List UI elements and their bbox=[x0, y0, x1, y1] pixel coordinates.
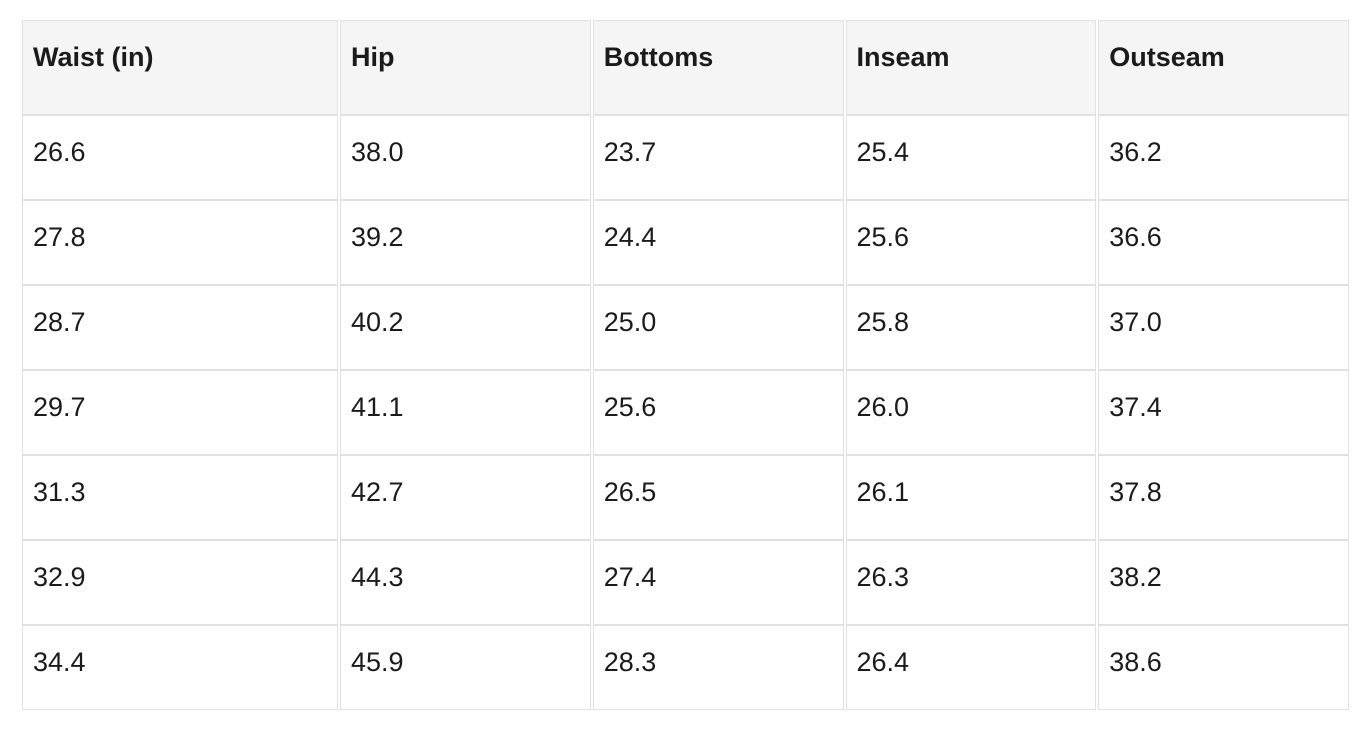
column-header-waist: Waist (in) bbox=[22, 20, 338, 115]
cell-inseam: 26.0 bbox=[845, 370, 1097, 455]
cell-bottoms: 26.5 bbox=[592, 455, 844, 540]
table-row: 34.4 45.9 28.3 26.4 38.6 bbox=[22, 625, 1349, 710]
cell-hip: 42.7 bbox=[340, 455, 591, 540]
table-row: 29.7 41.1 25.6 26.0 37.4 bbox=[22, 370, 1349, 455]
cell-hip: 39.2 bbox=[340, 200, 591, 285]
cell-hip: 38.0 bbox=[340, 115, 591, 200]
cell-outseam: 37.4 bbox=[1098, 370, 1349, 455]
column-header-hip: Hip bbox=[340, 20, 591, 115]
cell-waist-in: 26.6 bbox=[22, 115, 338, 200]
table-body: 26.6 38.0 23.7 25.4 36.2 27.8 39.2 24.4 25.6 36.6… bbox=[22, 115, 1349, 710]
column-header-inseam: Inseam bbox=[845, 20, 1097, 115]
cell-inseam: 25.4 bbox=[845, 115, 1097, 200]
column-header-outseam: Outseam bbox=[1098, 20, 1349, 115]
cell-inseam: 25.8 bbox=[845, 285, 1097, 370]
cell-bottoms: 28.3 bbox=[592, 625, 844, 710]
header-row: Waist (in) Hip Bottoms Inseam Outseam bbox=[22, 20, 1349, 115]
cell-bottoms: 25.0 bbox=[592, 285, 844, 370]
cell-inseam: 26.4 bbox=[845, 625, 1097, 710]
cell-inseam: 25.6 bbox=[845, 200, 1097, 285]
cell-bottoms: 25.6 bbox=[592, 370, 844, 455]
cell-waist-in: 29.7 bbox=[22, 370, 338, 455]
cell-inseam: 26.3 bbox=[845, 540, 1097, 625]
cell-hip: 45.9 bbox=[340, 625, 591, 710]
cell-outseam: 38.6 bbox=[1098, 625, 1349, 710]
cell-waist-in: 28.7 bbox=[22, 285, 338, 370]
table-row: 28.7 40.2 25.0 25.8 37.0 bbox=[22, 285, 1349, 370]
cell-inseam: 26.1 bbox=[845, 455, 1097, 540]
table-row: 31.3 42.7 26.5 26.1 37.8 bbox=[22, 455, 1349, 540]
size-chart-table: Waist (in) Hip Bottoms Inseam Outseam 26… bbox=[20, 20, 1351, 710]
cell-outseam: 37.0 bbox=[1098, 285, 1349, 370]
cell-waist-in: 31.3 bbox=[22, 455, 338, 540]
table-header: Waist (in) Hip Bottoms Inseam Outseam bbox=[22, 20, 1349, 115]
cell-hip: 40.2 bbox=[340, 285, 591, 370]
cell-waist-in: 32.9 bbox=[22, 540, 338, 625]
cell-bottoms: 27.4 bbox=[592, 540, 844, 625]
cell-outseam: 36.6 bbox=[1098, 200, 1349, 285]
cell-outseam: 37.8 bbox=[1098, 455, 1349, 540]
table-row: 27.8 39.2 24.4 25.6 36.6 bbox=[22, 200, 1349, 285]
cell-bottoms: 24.4 bbox=[592, 200, 844, 285]
cell-hip: 44.3 bbox=[340, 540, 591, 625]
cell-outseam: 38.2 bbox=[1098, 540, 1349, 625]
column-header-bottoms: Bottoms bbox=[592, 20, 844, 115]
table-row: 26.6 38.0 23.7 25.4 36.2 bbox=[22, 115, 1349, 200]
cell-bottoms: 23.7 bbox=[592, 115, 844, 200]
table-row: 32.9 44.3 27.4 26.3 38.2 bbox=[22, 540, 1349, 625]
cell-outseam: 36.2 bbox=[1098, 115, 1349, 200]
cell-hip: 41.1 bbox=[340, 370, 591, 455]
cell-waist-in: 34.4 bbox=[22, 625, 338, 710]
cell-waist-in: 27.8 bbox=[22, 200, 338, 285]
